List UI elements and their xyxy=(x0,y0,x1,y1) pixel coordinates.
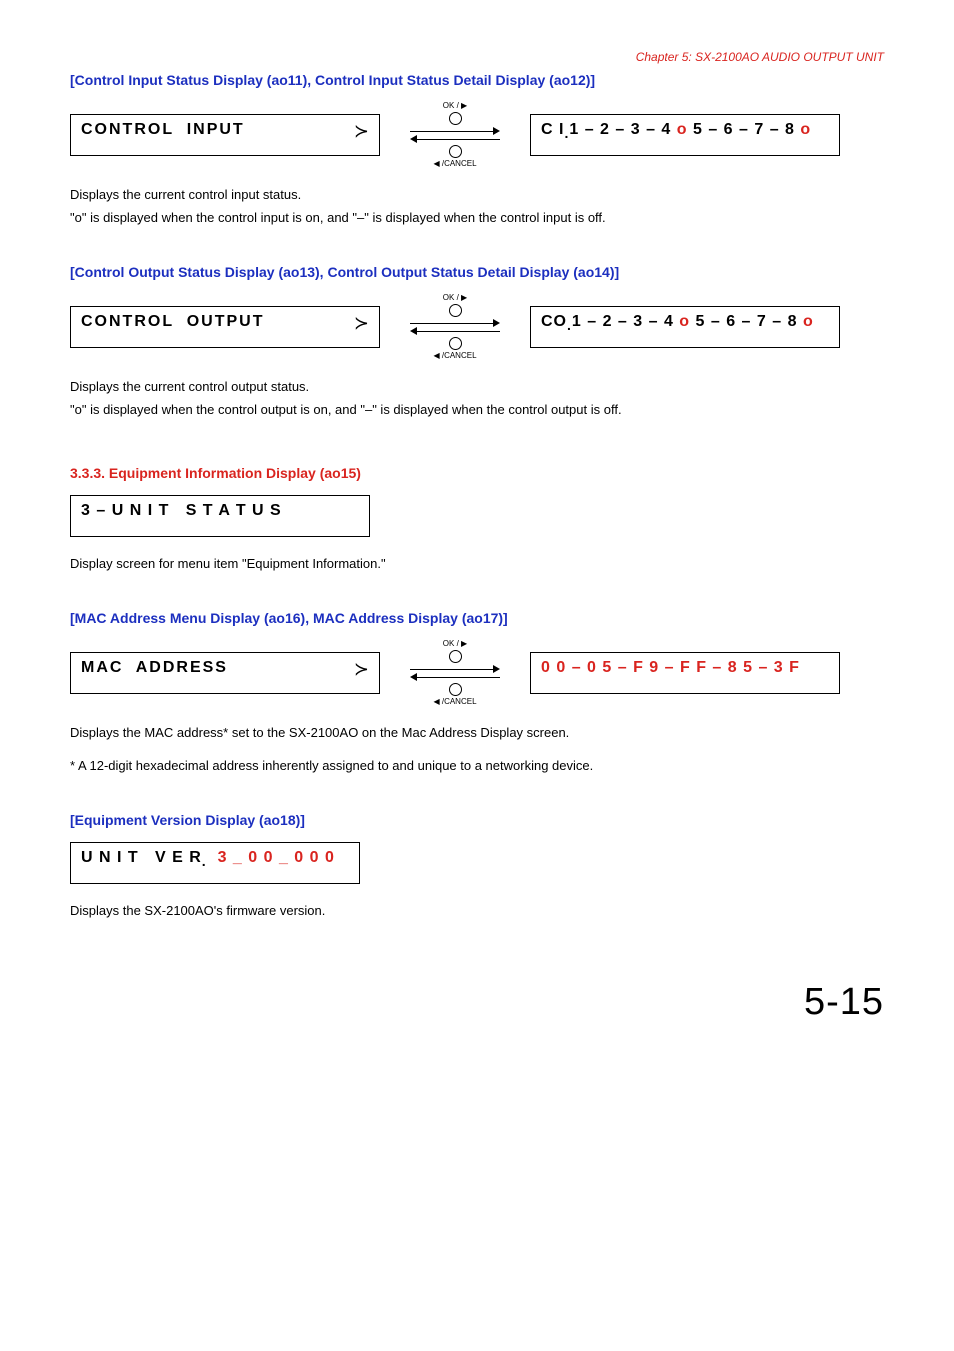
ver-desc: Displays the SX-2100AO's firmware versio… xyxy=(70,902,884,921)
nav-block: OK / ▶ ◀ /CANCEL xyxy=(380,640,530,706)
cursor-icon: ≻ xyxy=(354,659,371,680)
diagram-ver: U N I T V E R. 3 _ 0 0 _ 0 0 0 xyxy=(70,842,884,884)
ok-label: OK / ▶ xyxy=(443,640,467,648)
arrow-left-icon xyxy=(410,327,500,335)
dot-icon: . xyxy=(564,125,569,141)
lcd-co-right: CO.1 – 2 – 3 – 4 o 5 – 6 – 7 – 8 o xyxy=(530,306,840,348)
status-on-indicator: o xyxy=(803,313,814,331)
eq-desc: Display screen for menu item "Equipment … xyxy=(70,555,884,574)
section-title-mac: [MAC Address Menu Display (ao16), MAC Ad… xyxy=(70,610,884,626)
co-seg2: 5 – 6 – 7 – 8 xyxy=(690,313,803,331)
cancel-button-icon xyxy=(449,683,462,696)
section-title-eq: 3.3.3. Equipment Information Display (ao… xyxy=(70,465,884,481)
page-number: 5-15 xyxy=(70,981,884,1024)
diagram-eq: 3 – U N I T S T A T U S xyxy=(70,495,884,537)
lcd-mac-right: 0 0 – 0 5 – F 9 – F F – 8 5 – 3 F xyxy=(530,652,840,694)
arrow-right-icon xyxy=(410,665,500,673)
section-title-ci: [Control Input Status Display (ao11), Co… xyxy=(70,72,884,88)
status-on-indicator: o xyxy=(677,121,688,139)
nav-block: OK / ▶ ◀ /CANCEL xyxy=(380,294,530,360)
lcd-eq: 3 – U N I T S T A T U S xyxy=(70,495,370,537)
status-on-indicator: o xyxy=(800,121,811,139)
lcd-ver: U N I T V E R. 3 _ 0 0 _ 0 0 0 xyxy=(70,842,360,884)
co-desc2: "o" is displayed when the control output… xyxy=(70,401,884,420)
lcd-ci-right: C I.1 – 2 – 3 – 4 o 5 – 6 – 7 – 8 o xyxy=(530,114,840,156)
co-prefix: CO xyxy=(541,313,567,331)
ok-button-icon xyxy=(449,304,462,317)
dot-icon: . xyxy=(567,317,572,333)
mac-desc1: Displays the MAC address* set to the SX-… xyxy=(70,724,884,743)
arrow-left-icon xyxy=(410,673,500,681)
ok-button-icon xyxy=(449,112,462,125)
ci-desc2: "o" is displayed when the control input … xyxy=(70,209,884,228)
chapter-header: Chapter 5: SX-2100AO AUDIO OUTPUT UNIT xyxy=(70,50,884,64)
diagram-co: CONTROL OUTPUT ≻ OK / ▶ ◀ /CANCEL CO.1 –… xyxy=(70,294,884,360)
arrow-right-icon xyxy=(410,127,500,135)
co-desc1: Displays the current control output stat… xyxy=(70,378,884,397)
dot-icon: . xyxy=(202,853,207,869)
lcd-co-left: CONTROL OUTPUT ≻ xyxy=(70,306,380,348)
co-seg1: 1 – 2 – 3 – 4 xyxy=(572,313,679,331)
arrow-left-icon xyxy=(410,135,500,143)
lcd-ci-left-text: CONTROL INPUT xyxy=(81,121,245,139)
nav-block: OK / ▶ ◀ /CANCEL xyxy=(380,102,530,168)
lcd-mac-left: MAC ADDRESS ≻ xyxy=(70,652,380,694)
ci-prefix: C I xyxy=(541,121,564,139)
cursor-icon: ≻ xyxy=(354,313,371,334)
status-on-indicator: o xyxy=(679,313,690,331)
cancel-label: ◀ /CANCEL xyxy=(433,352,476,360)
ver-value: 3 _ 0 0 _ 0 0 0 xyxy=(218,849,335,867)
mac-value: 0 0 – 0 5 – F 9 – F F – 8 5 – 3 F xyxy=(541,659,800,677)
ok-label: OK / ▶ xyxy=(443,102,467,110)
lcd-ci-left: CONTROL INPUT ≻ xyxy=(70,114,380,156)
cancel-button-icon xyxy=(449,337,462,350)
cancel-label: ◀ /CANCEL xyxy=(433,698,476,706)
lcd-mac-left-text: MAC ADDRESS xyxy=(81,659,228,677)
section-title-co: [Control Output Status Display (ao13), C… xyxy=(70,264,884,280)
section-title-ver: [Equipment Version Display (ao18)] xyxy=(70,812,884,828)
cancel-button-icon xyxy=(449,145,462,158)
lcd-eq-text: 3 – U N I T S T A T U S xyxy=(81,502,282,520)
cursor-icon: ≻ xyxy=(354,121,371,142)
ok-button-icon xyxy=(449,650,462,663)
cancel-label: ◀ /CANCEL xyxy=(433,160,476,168)
lcd-co-left-text: CONTROL OUTPUT xyxy=(81,313,264,331)
ci-seg1: 1 – 2 – 3 – 4 xyxy=(569,121,676,139)
arrow-right-icon xyxy=(410,319,500,327)
ok-label: OK / ▶ xyxy=(443,294,467,302)
ci-seg2: 5 – 6 – 7 – 8 xyxy=(688,121,801,139)
mac-desc2: * A 12-digit hexadecimal address inheren… xyxy=(70,757,884,776)
ver-prefix: U N I T V E R xyxy=(81,849,202,867)
diagram-ci: CONTROL INPUT ≻ OK / ▶ ◀ /CANCEL C I.1 –… xyxy=(70,102,884,168)
ci-desc1: Displays the current control input statu… xyxy=(70,186,884,205)
diagram-mac: MAC ADDRESS ≻ OK / ▶ ◀ /CANCEL 0 0 – 0 5… xyxy=(70,640,884,706)
